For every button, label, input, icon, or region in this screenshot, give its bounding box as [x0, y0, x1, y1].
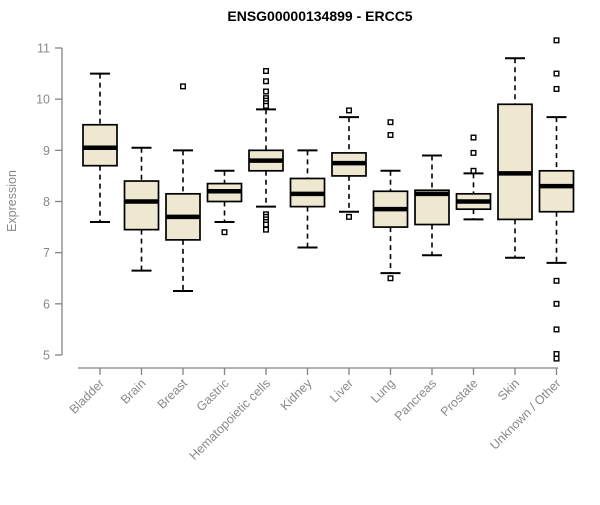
- x-tick-label: Liver: [327, 376, 356, 405]
- box-skin: [497, 57, 533, 259]
- box-liver: [331, 107, 367, 220]
- y-tick-label: 9: [43, 144, 50, 158]
- x-tick-label: Hematopoietic cells: [187, 376, 274, 463]
- outlier-point: [470, 167, 477, 174]
- outlier-point: [387, 275, 394, 282]
- y-tick-label: 6: [43, 297, 50, 311]
- box-brain: [123, 146, 160, 272]
- x-tick-label: Kidney: [278, 376, 315, 413]
- outlier-point: [553, 326, 560, 333]
- box-hematopoietic-cells: [248, 68, 284, 233]
- y-tick-label: 10: [36, 93, 50, 107]
- outlier-point: [263, 226, 270, 233]
- box-prostate: [455, 134, 492, 221]
- box-lung: [372, 119, 409, 282]
- x-tick-label: Brain: [118, 376, 149, 407]
- outlier-point: [553, 277, 560, 284]
- x-tick-label: Gastric: [194, 376, 232, 414]
- outlier-point: [553, 300, 560, 307]
- y-axis: 5 6 7 8 9 10 11: [36, 42, 63, 363]
- iqr-box: [538, 169, 575, 213]
- outlier-point: [263, 102, 270, 109]
- x-tick-label: Pancreas: [392, 376, 439, 423]
- iqr-box: [123, 180, 160, 231]
- outlier-point: [470, 134, 477, 141]
- outlier-point: [387, 131, 394, 138]
- outlier-point: [553, 70, 560, 77]
- y-axis-label: Expression: [5, 170, 19, 232]
- outlier-point: [553, 37, 560, 44]
- outlier-point: [263, 221, 270, 228]
- outlier-point: [346, 107, 353, 114]
- iqr-box: [82, 123, 118, 167]
- outlier-point: [553, 355, 560, 362]
- outlier-point: [553, 85, 560, 92]
- outlier-point: [179, 83, 186, 90]
- box-gastric: [206, 169, 243, 236]
- box-unknown-other: [538, 37, 575, 362]
- y-tick-label: 8: [43, 195, 50, 209]
- box-bladder: [82, 72, 118, 223]
- y-tick-label: 7: [43, 246, 50, 260]
- x-tick-label: Lung: [368, 376, 398, 406]
- outlier-point: [263, 88, 270, 95]
- outlier-point: [470, 149, 477, 156]
- plot-area: 5 6 7 8 9 10 11 Bladder Brain Breast GastricHemato…: [36, 37, 575, 463]
- outlier-point: [387, 119, 394, 126]
- chart-title: ENSG00000134899 - ERCC5: [227, 8, 412, 24]
- y-tick-label: 5: [43, 349, 50, 363]
- x-tick-label: Unknown / Other: [487, 376, 563, 452]
- box-kidney: [289, 149, 326, 249]
- outlier-point: [263, 78, 270, 85]
- x-tick-label: Bladder: [67, 376, 107, 416]
- iqr-box: [497, 103, 533, 221]
- x-tick-label: Breast: [155, 376, 191, 412]
- box-breast: [165, 83, 201, 293]
- x-tick-label: Skin: [495, 376, 522, 403]
- outlier-point: [346, 213, 353, 220]
- x-tick-label: Prostate: [438, 376, 481, 419]
- y-tick-label: 11: [37, 42, 50, 56]
- outlier-point: [221, 229, 228, 236]
- box-pancreas: [414, 154, 450, 257]
- outlier-point: [263, 68, 270, 75]
